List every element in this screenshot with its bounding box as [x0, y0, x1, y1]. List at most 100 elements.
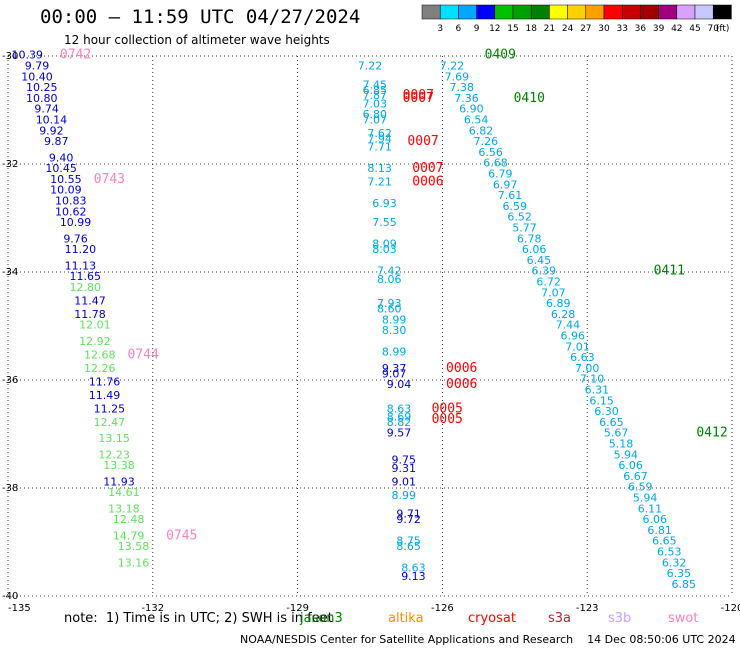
wave-height-label: 6.28	[551, 308, 576, 321]
chart-subtitle: 12 hour collection of altimeter wave hei…	[64, 33, 330, 47]
wave-height-label: 6.53	[657, 546, 682, 559]
wave-height-label: 7.22	[440, 60, 465, 73]
wave-height-label: 10.40	[21, 70, 53, 83]
color-scale-label: 12	[489, 24, 500, 34]
wave-height-label: 7.44	[556, 319, 581, 332]
wave-height-label: 12.01	[79, 319, 111, 332]
wave-height-label: 7.22	[358, 60, 383, 73]
wave-height-label: 6.59	[628, 481, 653, 494]
wave-height-label: 6.81	[647, 524, 672, 537]
wave-height-label: 7.26	[474, 135, 499, 148]
wave-height-label: 8.13	[367, 162, 392, 175]
wave-height-label: 9.74	[34, 103, 59, 116]
wave-height-label: 14.79	[113, 529, 145, 542]
wave-height-label: 7.61	[498, 189, 523, 202]
wave-height-label: 8.09	[372, 238, 397, 251]
wave-height-label: 5.18	[609, 438, 634, 451]
wave-height-label: 7.00	[575, 362, 600, 375]
color-swatch	[676, 4, 696, 20]
wave-height-label: 7.07	[541, 286, 566, 299]
x-tick-label: -120	[721, 603, 740, 614]
wave-height-label: 5.67	[604, 427, 629, 440]
color-scale-label: 27	[580, 24, 591, 34]
wave-height-label: 6.67	[623, 470, 648, 483]
wave-height-label: 8.30	[382, 324, 407, 337]
x-tick-label: -126	[431, 603, 454, 614]
wave-height-label: 10.83	[55, 195, 87, 208]
wave-height-label: 11.20	[65, 243, 97, 256]
wave-height-label: 11.25	[94, 402, 126, 415]
wave-height-label: 11.13	[65, 259, 97, 272]
wave-height-label: 9.71	[396, 508, 421, 521]
wave-height-label: 9.57	[387, 427, 412, 440]
x-tick-label: -135	[8, 603, 31, 614]
color-swatch	[421, 4, 441, 20]
wave-height-label: 6.52	[507, 211, 532, 224]
wave-height-label: 9.31	[392, 462, 417, 475]
color-scale-label: 24	[562, 24, 574, 34]
wave-height-label: 11.49	[89, 389, 121, 402]
color-scale-label: 6	[456, 24, 462, 34]
color-scale-legend: 3 6 9 12 15 18 21 24 27 30 33 36 39 42 45 70(ft)	[421, 4, 732, 34]
wave-height-label: 11.78	[74, 308, 106, 321]
wave-height-label: 6.93	[372, 197, 397, 210]
chart-title: 00:00 — 11:59 UTC 04/27/2024	[40, 6, 361, 28]
color-scale-label: 70	[707, 24, 719, 34]
pass-time-label: 0411	[654, 264, 685, 279]
wave-height-label: 12.48	[113, 513, 145, 526]
time-labels: 0742 0743 0744 0745 0409 0410 0411 0412 0007 0007…	[60, 48, 728, 544]
wave-height-label: 6.11	[638, 502, 663, 515]
wave-height-label: 8.82	[387, 416, 412, 429]
wave-height-label: 5.94	[614, 448, 639, 461]
color-swatch	[603, 4, 623, 20]
color-scale-label: 9	[474, 24, 480, 34]
wave-height-label: 7.94	[367, 132, 392, 145]
wave-height-label: 6.06	[643, 513, 668, 526]
pass-time-label: 0743	[94, 172, 125, 187]
wave-height-label: 6.72	[536, 276, 561, 289]
wave-height-label: 9.76	[63, 232, 88, 245]
satellite-legend-swot: swot	[668, 611, 699, 626]
wave-height-label: 12.92	[79, 335, 111, 348]
wave-height-label: 7.71	[367, 141, 392, 154]
y-tick-label: -38	[2, 483, 18, 494]
wave-height-label: 6.32	[662, 556, 687, 569]
wave-height-label: 9.01	[392, 475, 417, 488]
y-tick-label: -36	[2, 375, 18, 386]
wave-height-label: 6.80	[363, 108, 388, 121]
wave-height-label: 6.65	[652, 535, 677, 548]
color-scale-label: 45	[689, 24, 700, 34]
color-scale-label: 33	[616, 24, 627, 34]
data-points: 10.399.7910.4010.2510.809.7410.149.929.8…	[12, 49, 696, 591]
color-swatch	[621, 4, 641, 20]
wave-height-label: 6.85	[671, 578, 696, 591]
pass-time-label: 0745	[166, 528, 197, 543]
pass-time-label: 0005	[432, 412, 463, 427]
wave-height-label: 5.77	[512, 222, 537, 235]
color-swatch	[694, 4, 714, 20]
wave-height-label: 6.30	[594, 405, 619, 418]
wave-height-label: 8.99	[382, 313, 407, 326]
wave-height-label: 8.63	[401, 562, 426, 575]
footer-credit: NOAA/NESDIS Center for Satellite Applica…	[240, 633, 736, 646]
wave-height-label: 10.55	[50, 173, 82, 186]
x-tick-label: -129	[286, 603, 309, 614]
color-swatch	[567, 4, 587, 20]
wave-height-label: 9.40	[49, 151, 74, 164]
wave-height-label: 6.39	[532, 265, 557, 278]
color-scale-label: 18	[525, 24, 537, 34]
pass-time-label: 0006	[446, 361, 477, 376]
wave-height-label: 9.13	[401, 570, 426, 583]
color-swatch	[512, 4, 532, 20]
wave-height-label: 6.59	[503, 200, 528, 213]
pass-time-label: 0742	[60, 48, 91, 63]
wave-height-label: 12.23	[98, 448, 130, 461]
wave-height-label: 7.69	[445, 70, 470, 83]
wave-height-label: 6.06	[522, 243, 547, 256]
wave-height-label: 6.82	[469, 124, 494, 137]
wave-height-label: 8.99	[392, 489, 417, 502]
wave-height-label: 10.09	[50, 184, 82, 197]
color-swatch	[658, 4, 678, 20]
pass-time-label: 0005	[432, 401, 463, 416]
wave-height-label: 6.78	[517, 232, 542, 245]
